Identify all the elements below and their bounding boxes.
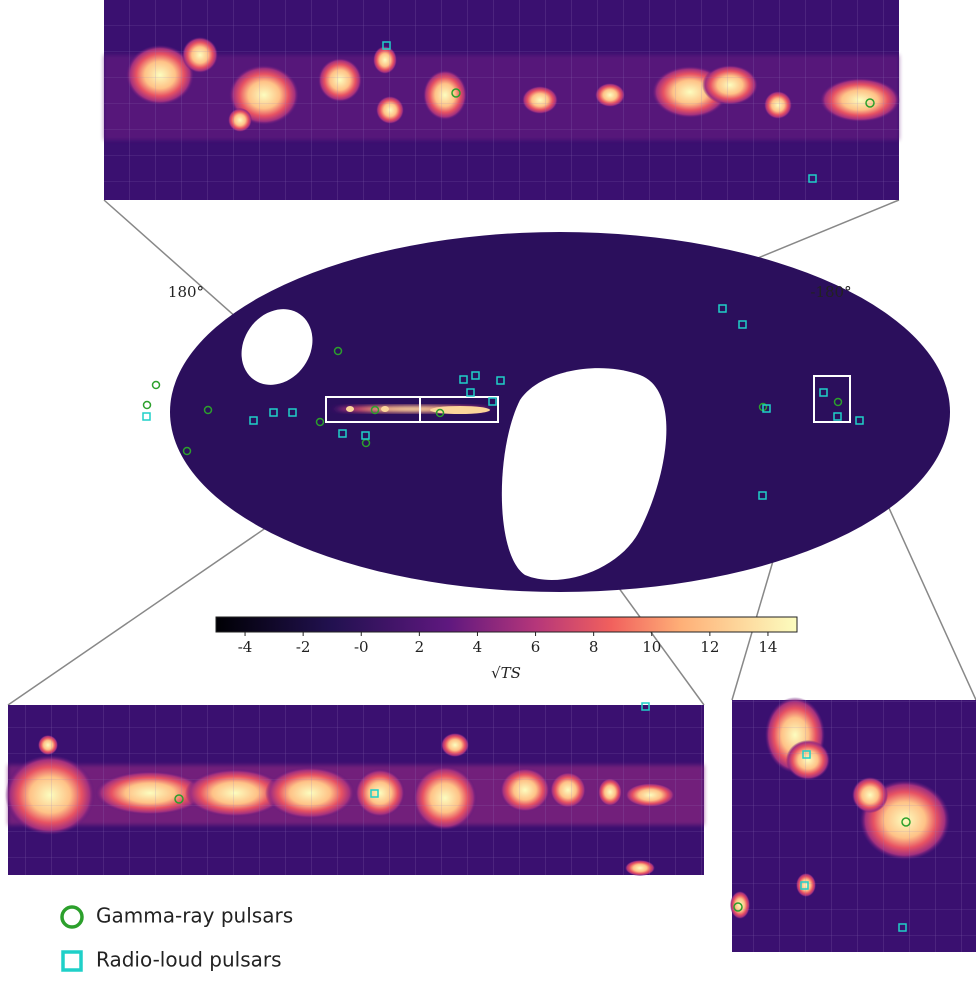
colorbar-tick-label: 2 xyxy=(415,638,425,656)
lon-label: 180° xyxy=(168,283,204,301)
legend-label: Radio-loud pulsars xyxy=(96,948,282,972)
legend-label: Gamma-ray pulsars xyxy=(96,904,293,928)
inset-bottom-right xyxy=(730,697,976,952)
legend-marker xyxy=(62,907,82,927)
colorbar: √TS -4 -2 -0 2 4 6 8 10 12 14 xyxy=(216,617,797,682)
sky-map: 180° -180° xyxy=(143,232,950,592)
colorbar-tick-label: 14 xyxy=(758,638,777,656)
colorbar-tick-label: -4 xyxy=(238,638,253,656)
colorbar-tick-label: -0 xyxy=(354,638,369,656)
colorbar-tick-label: 6 xyxy=(531,638,541,656)
colorbar-label: √TS xyxy=(491,664,521,682)
inset-top xyxy=(104,0,900,200)
legend-marker xyxy=(63,952,81,970)
inset-bottom-left xyxy=(5,703,704,876)
legend: Gamma-ray pulsars Radio-loud pulsars xyxy=(62,904,293,972)
lon-label: -180° xyxy=(810,283,851,301)
figure: 180° -180° xyxy=(0,0,976,977)
colorbar-tick-label: 12 xyxy=(700,638,719,656)
colorbar-tick-label: -2 xyxy=(296,638,311,656)
colorbar-tick-label: 10 xyxy=(642,638,661,656)
colorbar-tick-label: 4 xyxy=(473,638,483,656)
colorbar-tick-label: 8 xyxy=(589,638,599,656)
